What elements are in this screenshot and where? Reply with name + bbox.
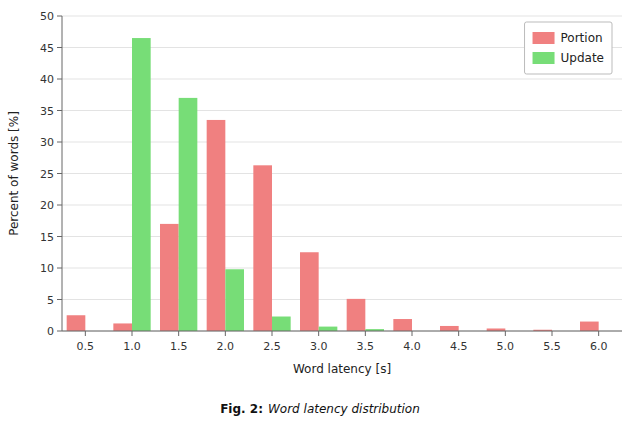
- bar: [319, 327, 338, 331]
- y-tick: [57, 268, 62, 269]
- bar: [225, 269, 244, 331]
- x-tick: [85, 331, 86, 336]
- y-tick: [57, 79, 62, 80]
- legend-label: Update: [561, 51, 604, 65]
- x-tick-label: 2.5: [263, 340, 281, 353]
- x-tick: [552, 331, 553, 336]
- legend-swatch: [533, 32, 555, 44]
- x-tick-label: 3.5: [357, 340, 375, 353]
- x-tick-label: 5.0: [497, 340, 515, 353]
- y-tick-label: 40: [40, 73, 54, 86]
- series-bars: [132, 38, 384, 331]
- x-tick: [505, 331, 506, 336]
- legend-box: [525, 22, 612, 74]
- y-tick-label: 10: [40, 262, 54, 275]
- x-tick-label: 5.5: [543, 340, 561, 353]
- bars: [67, 38, 599, 331]
- bar: [207, 120, 226, 331]
- y-tick: [57, 205, 62, 206]
- bar: [179, 98, 198, 331]
- y-tick-label: 30: [40, 136, 54, 149]
- x-tick: [412, 331, 413, 336]
- x-tick: [178, 331, 179, 336]
- y-axis-line: [62, 16, 63, 331]
- x-tick-label: 1.0: [123, 340, 141, 353]
- y-tick: [57, 173, 62, 174]
- bar: [160, 224, 179, 331]
- legend: Portion Update: [525, 22, 612, 74]
- y-tick: [57, 16, 62, 17]
- x-tick: [365, 331, 366, 336]
- grid-line: [62, 331, 622, 332]
- bar: [67, 315, 86, 331]
- x-tick: [458, 331, 459, 336]
- y-tick-label: 45: [40, 42, 54, 55]
- x-tick-label: 4.0: [403, 340, 421, 353]
- caption-part: Word latency distribution: [268, 402, 420, 416]
- x-tick-label: 6.0: [590, 340, 608, 353]
- y-tick-label: 25: [40, 168, 54, 181]
- caption-part: Fig. 2:: [220, 402, 263, 416]
- x-axis-label: Word latency [s]: [293, 362, 391, 376]
- bar: [272, 317, 291, 331]
- legend-label: Portion: [561, 31, 603, 45]
- y-tick-label: 0: [47, 325, 54, 338]
- x-tick-label: 3.0: [310, 340, 328, 353]
- bar: [440, 326, 459, 331]
- x-tick: [598, 331, 599, 336]
- x-axis-line: [62, 331, 622, 332]
- bar: [113, 323, 132, 331]
- caption: Fig. 2: Word latency distribution: [220, 402, 420, 416]
- y-tick: [57, 331, 62, 332]
- x-tick-label: 2.0: [217, 340, 235, 353]
- bar: [300, 252, 319, 331]
- bar: [253, 165, 272, 331]
- y-tick-label: 35: [40, 105, 54, 118]
- x-tick-label: 0.5: [77, 340, 95, 353]
- y-tick: [57, 47, 62, 48]
- y-tick: [57, 299, 62, 300]
- y-tick-label: 20: [40, 199, 54, 212]
- y-tick-label: 15: [40, 231, 54, 244]
- x-tick: [132, 331, 133, 336]
- y-axis-label: Percent of words [%]: [7, 111, 21, 236]
- y-tick: [57, 236, 62, 237]
- bar: [347, 299, 366, 331]
- x-tick: [272, 331, 273, 336]
- y-tick: [57, 110, 62, 111]
- bar: [580, 322, 599, 331]
- legend-swatch: [533, 52, 555, 64]
- x-tick-label: 4.5: [450, 340, 468, 353]
- y-tick: [57, 142, 62, 143]
- y-tick-label: 50: [40, 10, 54, 23]
- bar: [132, 38, 151, 331]
- x-tick: [225, 331, 226, 336]
- y-tick-label: 5: [47, 294, 54, 307]
- chart: 0 5 10 15 20 25 30 35 40 45 50 0.5 1.0 1.5 2.0 2.5 3.0 3.…: [0, 0, 640, 423]
- bar: [393, 319, 412, 331]
- y-grid: [62, 16, 622, 331]
- x-tick-label: 1.5: [170, 340, 188, 353]
- grid-line: [62, 16, 622, 17]
- x-tick: [318, 331, 319, 336]
